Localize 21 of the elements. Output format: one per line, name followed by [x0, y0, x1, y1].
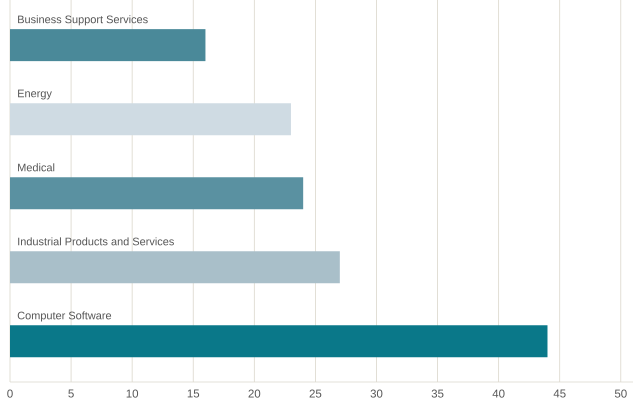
bar — [10, 177, 304, 210]
x-tick-label: 30 — [370, 390, 382, 398]
x-tick-label: 10 — [126, 390, 138, 398]
x-tick-label: 15 — [188, 390, 200, 398]
bar — [10, 29, 206, 62]
y-tick-label: Industrial Products and Services — [18, 237, 174, 246]
bar — [10, 251, 340, 284]
x-tick-label: 25 — [310, 390, 322, 398]
bar — [10, 103, 291, 136]
y-tick-label: Energy — [18, 90, 52, 100]
y-tick-label: Business Support Services — [18, 15, 148, 26]
x-tick-label: 20 — [248, 390, 260, 398]
x-tick-label: 0 — [7, 390, 13, 398]
x-tick-label: 45 — [554, 390, 566, 398]
y-tick-label: Computer Software — [18, 311, 112, 322]
x-tick-label: 35 — [432, 390, 444, 398]
x-tick-label: 50 — [614, 390, 627, 398]
x-tick-label: 40 — [492, 390, 505, 398]
x-tick-label: 5 — [68, 390, 74, 398]
y-tick-label: Medical — [18, 163, 54, 172]
bar — [10, 325, 548, 358]
